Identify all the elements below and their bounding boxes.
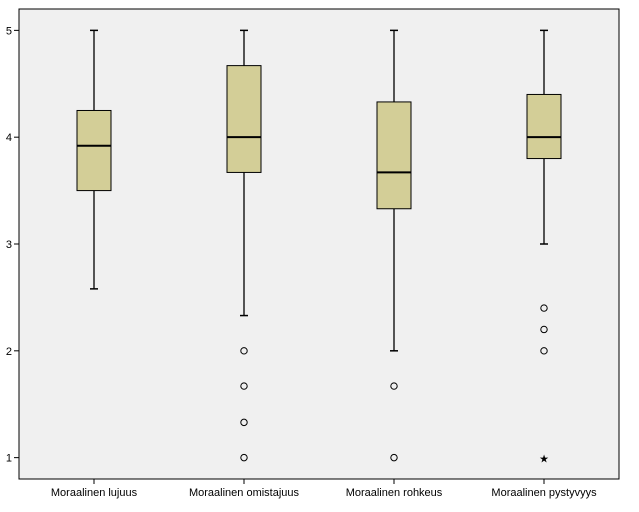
outlier-point: [240, 418, 248, 427]
outlier-point: [540, 304, 548, 312]
x-category-label: Moraalinen lujuus: [51, 487, 138, 499]
outlier-point: [240, 453, 248, 462]
y-tick-label: 5: [6, 25, 12, 37]
box-4: ★: [526, 29, 562, 466]
y-tick-label: 2: [6, 346, 12, 358]
outlier-point: [240, 347, 248, 355]
iqr-box: [376, 101, 412, 210]
extreme-point: ★: [539, 454, 549, 466]
x-category-label: Moraalinen omistajuus: [189, 487, 300, 499]
y-axis: 1 2 3 4 5: [6, 25, 19, 465]
x-axis: Moraalinen lujuus Moraalinen omistajuus Mo…: [51, 479, 597, 499]
outlier-point: [540, 347, 548, 355]
outlier-point: [390, 453, 398, 462]
boxes-group: ★: [76, 29, 562, 466]
x-category-label: Moraalinen rohkeus: [346, 487, 443, 499]
box-1: [76, 29, 112, 290]
box-2: [226, 29, 262, 462]
iqr-box: [226, 65, 262, 173]
outlier-point: [240, 382, 248, 390]
outlier-point: [540, 325, 548, 334]
box-3: [376, 29, 412, 462]
y-tick-label: 3: [6, 239, 12, 251]
iqr-box: [526, 93, 562, 160]
iqr-box: [76, 109, 112, 192]
plot-area: [18, 8, 620, 480]
y-tick-label: 4: [6, 132, 12, 144]
outlier-point: [390, 382, 398, 390]
y-tick-label: 1: [6, 453, 12, 465]
x-category-label: Moraalinen pystyvyys: [491, 487, 597, 499]
